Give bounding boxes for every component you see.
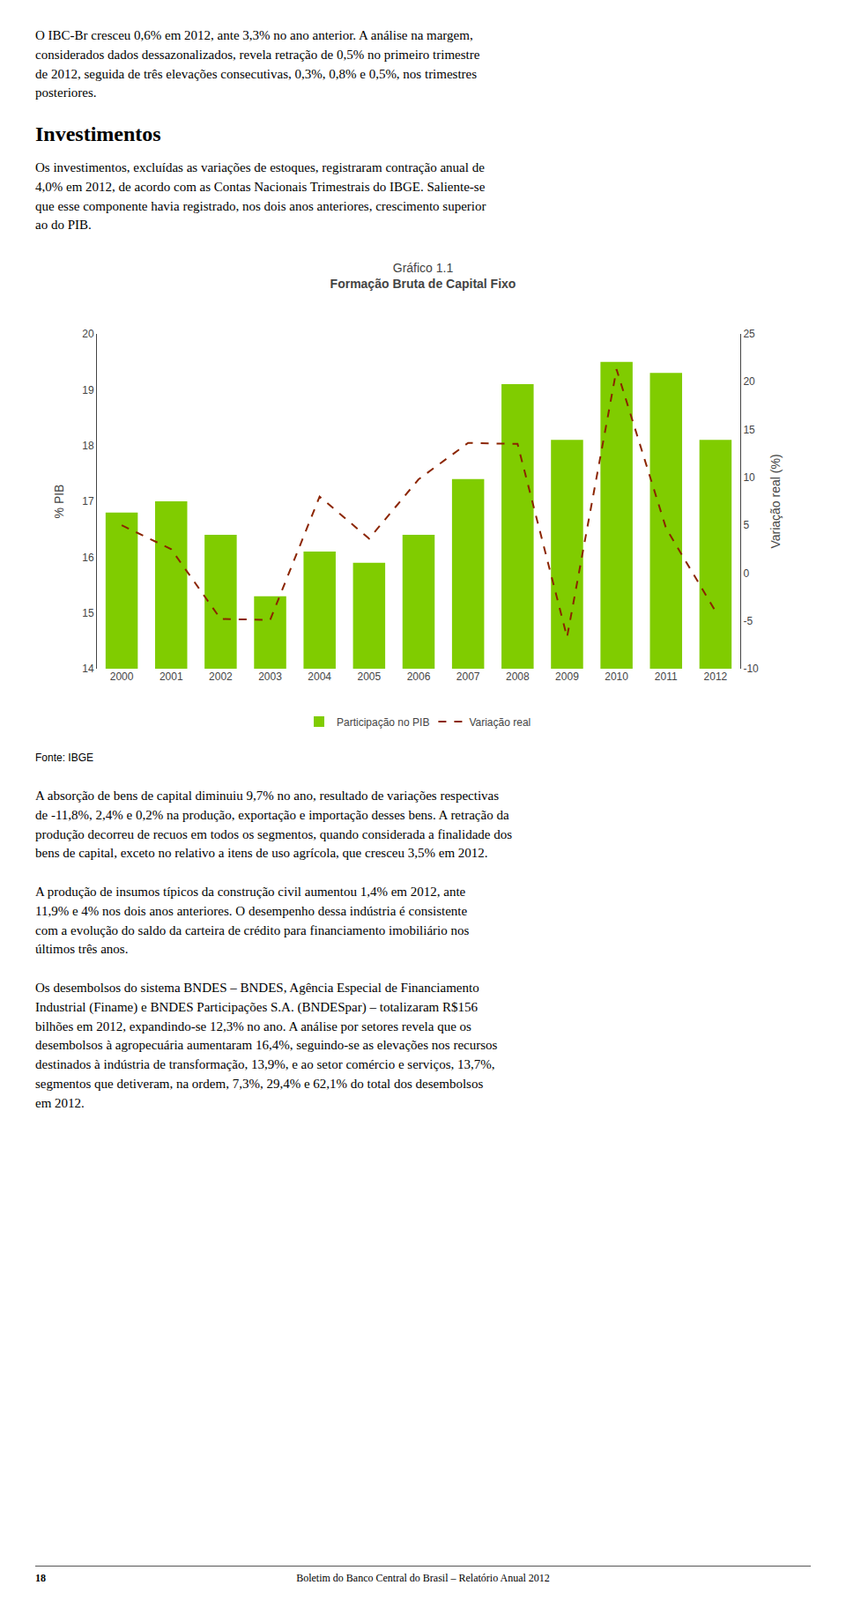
html-text:O IBC-Br cresceu 0,6% em 2012,: O IBC-Br cresceu 0,6% em 2012, ante 3,3%… <box>35 28 480 100</box>
svg-text:% PIB: % PIB <box>51 484 67 520</box>
svg-text:0: 0 <box>742 567 750 580</box>
svg-text:16: 16 <box>81 551 95 564</box>
svg-text:5: 5 <box>742 519 750 532</box>
svg-text:2008: 2008 <box>505 670 530 683</box>
svg-text:2012: 2012 <box>704 670 728 683</box>
html-text:Os investimentos, excluídas as: Os investimentos, excluídas as variações… <box>35 160 487 233</box>
svg-text:19: 19 <box>81 384 95 397</box>
svg-text:2007: 2007 <box>456 670 481 683</box>
svg-text:-10: -10 <box>742 662 759 676</box>
svg-text:2003: 2003 <box>258 670 282 683</box>
html-text:18: 18 <box>35 1572 46 1585</box>
svg-text:20: 20 <box>742 375 756 388</box>
svg-text:Gráfico 1.1Formação Bruta de C: Gráfico 1.1Formação Bruta de Capital Fix… <box>330 260 517 291</box>
svg-text:25: 25 <box>742 327 756 341</box>
svg-text:Variação real (%): Variação real (%) <box>768 453 783 549</box>
svg-text:Variação real: Variação real <box>468 716 531 729</box>
svg-text:2005: 2005 <box>356 670 381 683</box>
html-text:Investimentos: Investimentos <box>35 122 162 146</box>
svg-text:2002: 2002 <box>208 670 233 683</box>
html-text:Os desembolsos do sistema BNDE: Os desembolsos do sistema BNDES – BNDES,… <box>35 980 498 1110</box>
svg-text:2006: 2006 <box>407 670 431 683</box>
svg-text:10: 10 <box>742 471 756 484</box>
svg-text:20: 20 <box>81 327 95 341</box>
svg-text:2010: 2010 <box>604 670 629 683</box>
svg-text:2001: 2001 <box>159 670 184 683</box>
svg-text:17: 17 <box>81 495 95 508</box>
svg-text:2009: 2009 <box>555 670 579 683</box>
svg-text:15: 15 <box>81 607 95 620</box>
svg-text:2004: 2004 <box>307 670 332 683</box>
svg-text:14: 14 <box>81 662 95 676</box>
html-text:A produção de insumos típicos: A produção de insumos típicos da constru… <box>35 884 470 957</box>
svg-text:18: 18 <box>81 439 95 453</box>
svg-text:Participação no PIB: Participação no PIB <box>336 716 430 729</box>
html-text:Boletim do Banco Central do Br: Boletim do Banco Central do Brasil – Rel… <box>296 1572 550 1585</box>
svg-text:2000: 2000 <box>110 670 134 683</box>
svg-text:15: 15 <box>742 423 756 437</box>
html-text:A absorção de bens de capital: A absorção de bens de capital diminuiu 9… <box>35 788 513 861</box>
html-text:Fonte: IBGE: Fonte: IBGE <box>35 751 94 765</box>
svg-text:2011: 2011 <box>654 670 678 683</box>
svg-text:-5: -5 <box>742 615 753 628</box>
